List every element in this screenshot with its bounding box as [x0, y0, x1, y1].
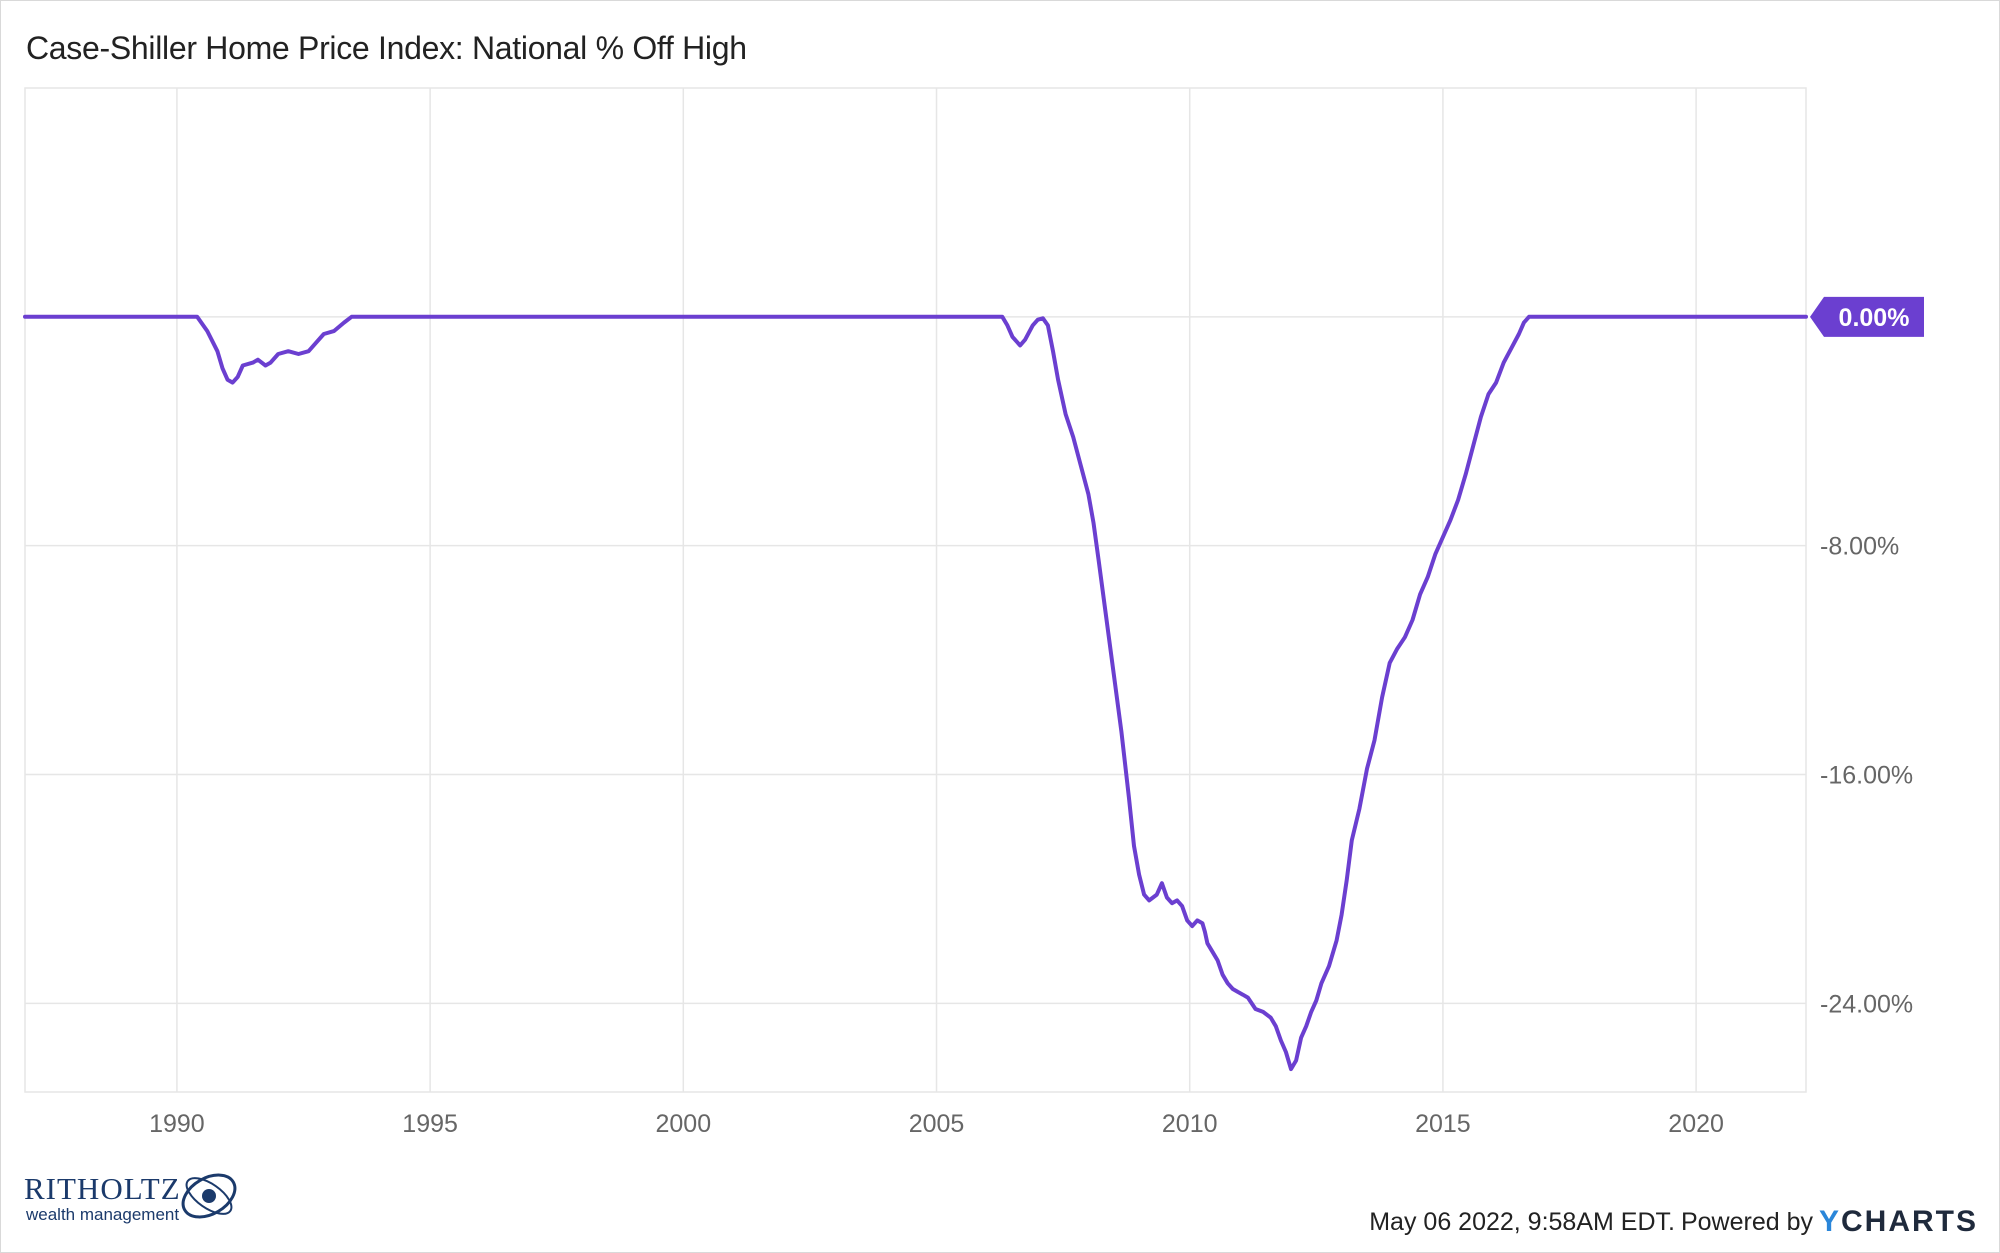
ycharts-logo-y: Y: [1818, 1205, 1841, 1238]
x-tick-label: 2010: [1162, 1110, 1218, 1138]
chart-title: Case-Shiller Home Price Index: National …: [26, 30, 747, 66]
x-tick-label: 1990: [149, 1110, 205, 1138]
series-line: [23, 314, 1808, 1072]
y-tick-label: -8.00%: [1820, 533, 1899, 561]
tick-labels: 1990 1995 2000 2005 2010 2015 2020 0.00% -8.00% -…: [149, 304, 1913, 1138]
ycharts-logo-text: CHARTS: [1841, 1205, 1978, 1238]
footer-timestamp: May 06 2022, 9:58AM EDT.: [1369, 1207, 1675, 1236]
y-tick-label: -16.00%: [1820, 761, 1913, 789]
logo-emblem-icon: [181, 1173, 237, 1219]
footer: May 06 2022, 9:58AM EDT. Powered by YCHA…: [1369, 1205, 1978, 1239]
ycharts-logo[interactable]: YCHARTS: [1819, 1205, 1978, 1239]
last-value-label: 0.00%: [1839, 304, 1910, 332]
last-value-badge: 0.00%: [1810, 296, 1924, 337]
x-tick-label: 2020: [1668, 1110, 1724, 1138]
gridlines: [24, 87, 1807, 1093]
logo-name: RITHOLTZ: [24, 1171, 181, 1206]
x-tick-label: 2005: [909, 1110, 965, 1138]
footer-powered-by: Powered by: [1680, 1207, 1813, 1236]
x-tick-label: 1995: [402, 1110, 458, 1138]
x-tick-label: 2000: [656, 1110, 712, 1138]
series-layer: [23, 314, 1808, 1072]
logo-tagline: wealth management: [26, 1205, 180, 1224]
y-tick-label: -24.00%: [1820, 990, 1913, 1018]
x-tick-label: 2015: [1415, 1110, 1471, 1138]
ritholtz-logo: RITHOLTZ wealth management: [24, 1161, 254, 1233]
plot-border: [24, 87, 1807, 1093]
last-value-badge-shape: [1810, 296, 1924, 337]
